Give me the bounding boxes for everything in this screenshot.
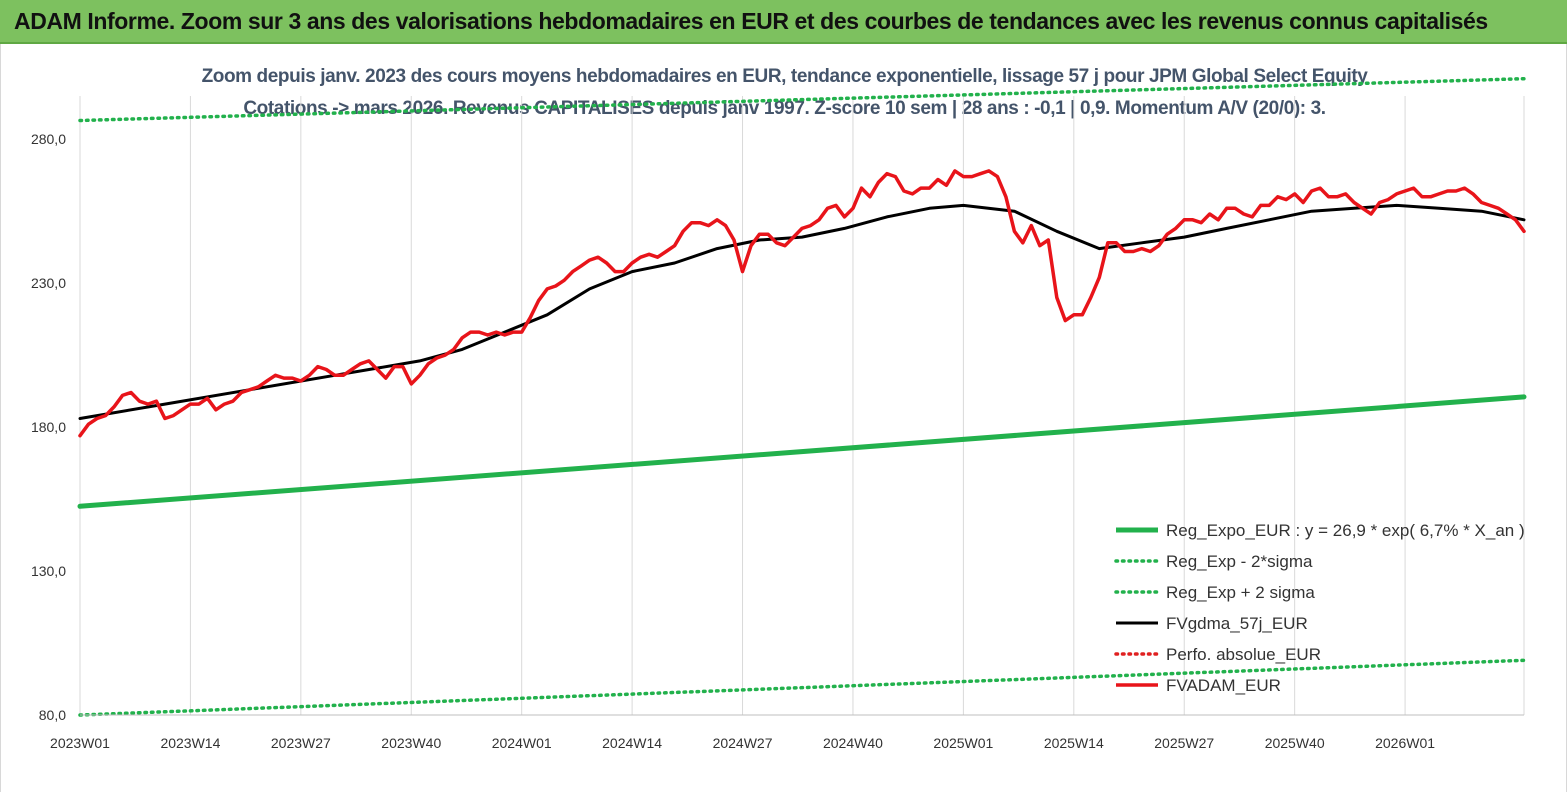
x-tick-label: 2023W40 xyxy=(381,735,441,751)
y-tick-label: 80,0 xyxy=(39,707,66,723)
x-tick-label: 2023W14 xyxy=(160,735,220,751)
y-tick-label: 180,0 xyxy=(31,419,66,435)
legend-entry-label: FVgdma_57j_EUR xyxy=(1166,614,1308,633)
series-line-0 xyxy=(77,394,1527,509)
series-line-5 xyxy=(78,169,1526,438)
series-line-1 xyxy=(78,658,1526,717)
report-banner-title: ADAM Informe. Zoom sur 3 ans des valoris… xyxy=(0,0,1567,44)
series-line-2 xyxy=(78,76,1526,123)
chart-frame: Zoom depuis janv. 2023 des cours moyens … xyxy=(0,44,1567,792)
x-tick-label: 2025W27 xyxy=(1154,735,1214,751)
chart-title-line-2: Cotations -> mars 2026. Revenus CAPITALI… xyxy=(243,98,1326,119)
y-tick-label: 130,0 xyxy=(31,563,66,579)
legend-entry-label: FVADAM_EUR xyxy=(1166,676,1281,695)
x-tick-label: 2025W14 xyxy=(1044,735,1104,751)
legend-entry-label: Reg_Expo_EUR : y = 26,9 * exp( 6,7% * X_… xyxy=(1166,521,1525,540)
x-tick-label: 2023W27 xyxy=(271,735,331,751)
y-tick-label: 280,0 xyxy=(31,131,66,147)
x-tick-label: 2024W40 xyxy=(823,735,883,751)
legend-entry-label: Perfo. absolue_EUR xyxy=(1166,645,1321,664)
x-tick-label: 2026W01 xyxy=(1375,735,1435,751)
legend: Reg_Expo_EUR : y = 26,9 * exp( 6,7% * X_… xyxy=(1114,521,1525,695)
x-tick-label: 2024W27 xyxy=(713,735,773,751)
legend-entry-label: Reg_Exp - 2*sigma xyxy=(1166,552,1313,571)
series-layer xyxy=(77,76,1527,717)
y-tick-label: 230,0 xyxy=(31,275,66,291)
axis-layer: 2023W01 2023W14 2023W27 2023W40 2024W01 2024W… xyxy=(31,131,1524,751)
x-tick-label: 2024W14 xyxy=(602,735,662,751)
x-tick-label: 2024W01 xyxy=(492,735,552,751)
legend-entry-label: Reg_Exp + 2 sigma xyxy=(1166,583,1315,602)
chart-title-line-1: Zoom depuis janv. 2023 des cours moyens … xyxy=(201,66,1368,87)
series-line-3 xyxy=(78,203,1526,420)
x-tick-label: 2025W01 xyxy=(933,735,993,751)
x-tick-label: 2023W01 xyxy=(50,735,110,751)
x-tick-label: 2025W40 xyxy=(1265,735,1325,751)
